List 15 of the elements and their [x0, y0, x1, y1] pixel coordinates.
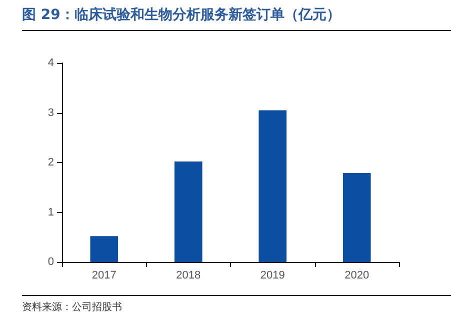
y-tick-label: 0	[48, 256, 54, 268]
text: 资料来源：公司招股书	[22, 295, 451, 314]
bar	[342, 172, 371, 262]
x-tick-label: 2020	[344, 270, 370, 282]
y-tick-label: 3	[48, 106, 54, 119]
y-tick-label: 4	[48, 57, 54, 69]
y-tick-label: 2	[48, 156, 54, 168]
bar	[90, 236, 118, 262]
y-tick-label: 1	[48, 206, 54, 218]
chart-title: 图 29：临床试验和生物分析服务新签订单（亿元）	[22, 6, 451, 31]
x-tick-label: 2019	[260, 270, 285, 282]
bar	[258, 110, 287, 262]
bar	[174, 162, 202, 262]
x-tick-label: 2018	[176, 270, 201, 282]
x-tick-label: 2017	[92, 270, 116, 282]
